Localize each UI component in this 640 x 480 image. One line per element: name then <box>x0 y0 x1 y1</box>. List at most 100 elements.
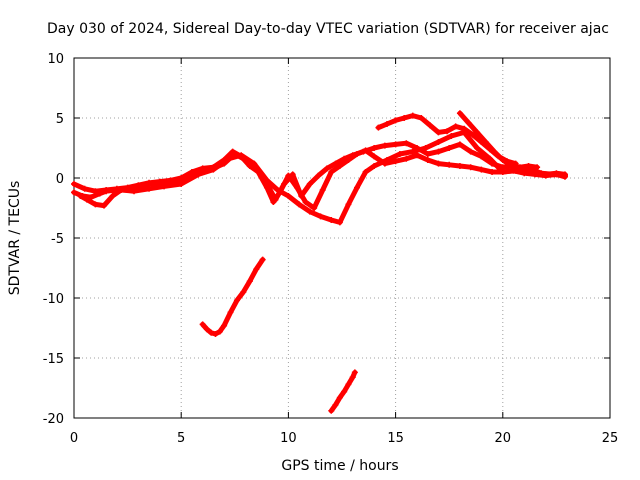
data-point <box>362 169 369 175</box>
data-point <box>345 157 352 163</box>
y-tick-label: -10 <box>43 292 64 307</box>
data-point <box>375 124 382 131</box>
data-point <box>328 407 335 414</box>
data-point <box>96 190 103 197</box>
data-point <box>456 110 463 117</box>
data-point <box>474 129 481 136</box>
data-point <box>351 369 358 376</box>
data-point <box>109 193 116 199</box>
data-point <box>225 155 232 162</box>
data-point <box>446 145 453 151</box>
data-point <box>422 145 429 151</box>
data-point <box>251 160 258 167</box>
data-point <box>456 141 463 148</box>
data-point <box>306 208 313 215</box>
data-point <box>227 309 234 316</box>
data-point <box>345 381 352 388</box>
data-point <box>118 187 125 193</box>
data-point <box>212 331 219 337</box>
data-point <box>396 151 403 157</box>
data-point <box>392 158 399 165</box>
data-point <box>332 160 339 167</box>
data-point <box>285 193 292 199</box>
y-tick-label: -20 <box>43 412 64 427</box>
data-point <box>233 297 240 304</box>
data-point <box>328 169 335 175</box>
data-point <box>354 184 361 191</box>
data-point <box>315 172 322 179</box>
data-point <box>203 326 210 333</box>
data-point <box>131 188 138 195</box>
data-point <box>538 170 545 177</box>
data-point <box>77 193 84 199</box>
data-point <box>491 148 498 155</box>
data-point <box>332 401 339 408</box>
y-axis-label: SDTVAR / TECUs <box>7 181 23 296</box>
data-layer <box>71 110 568 414</box>
data-point <box>208 329 215 336</box>
data-point <box>467 148 474 155</box>
data-point <box>293 184 300 191</box>
data-point <box>317 213 324 220</box>
data-point <box>561 172 568 179</box>
data-point <box>349 374 356 381</box>
data-series-arc-3 <box>77 129 568 226</box>
data-point <box>489 169 496 175</box>
series-trace <box>457 110 540 170</box>
data-series-arc-2 <box>71 147 568 211</box>
data-point <box>381 142 388 149</box>
data-point <box>444 128 451 135</box>
data-point <box>403 155 410 162</box>
data-point <box>435 160 442 167</box>
data-point <box>246 278 253 285</box>
data-point <box>446 161 453 168</box>
data-point <box>461 125 468 132</box>
data-point <box>426 122 433 129</box>
x-tick-label: 0 <box>70 431 78 446</box>
x-tick-label: 20 <box>495 431 512 446</box>
data-point <box>403 140 410 147</box>
data-point <box>216 328 223 335</box>
data-point <box>467 164 474 171</box>
data-point <box>409 112 416 119</box>
data-point <box>323 165 330 172</box>
data-point <box>296 201 303 208</box>
data-point <box>435 129 442 136</box>
data-point <box>319 187 326 193</box>
x-tick-label: 15 <box>387 431 404 446</box>
y-tick-label: 5 <box>56 112 64 127</box>
data-point <box>516 164 523 171</box>
y-tick-label: -15 <box>43 352 64 367</box>
data-point <box>424 157 431 163</box>
data-point <box>392 117 399 124</box>
data-point <box>101 202 108 209</box>
data-point <box>289 171 296 178</box>
data-point <box>371 153 378 160</box>
data-point <box>478 166 485 173</box>
data-point <box>238 152 245 159</box>
data-point <box>328 217 335 223</box>
x-tick-label: 25 <box>602 431 619 446</box>
data-point <box>263 177 270 184</box>
data-point <box>424 151 431 157</box>
series-trace <box>200 257 266 337</box>
data-point <box>210 166 217 173</box>
data-point <box>384 157 391 163</box>
data-point <box>499 157 506 163</box>
y-tick-label: -5 <box>51 232 64 247</box>
data-point <box>199 321 206 328</box>
data-point <box>414 152 421 159</box>
data-point <box>362 147 369 154</box>
data-point <box>259 256 266 263</box>
data-point <box>469 131 476 138</box>
data-point <box>418 115 425 121</box>
grid-lines <box>74 58 610 418</box>
data-point <box>465 119 472 126</box>
data-point <box>482 139 489 145</box>
data-point <box>551 171 558 178</box>
data-point <box>285 172 292 179</box>
data-point <box>456 163 463 169</box>
data-point <box>311 205 318 211</box>
data-point <box>336 394 343 401</box>
